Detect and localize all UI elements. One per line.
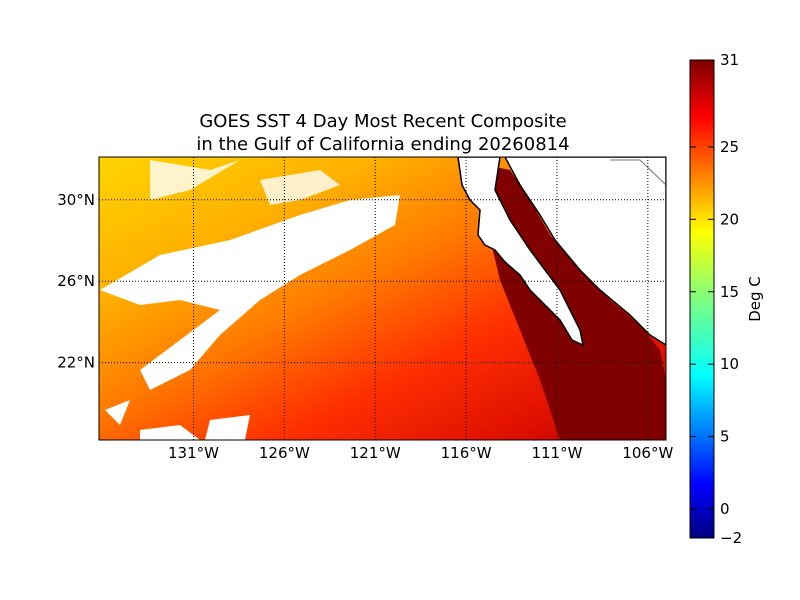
clouds xyxy=(100,160,400,440)
colorbar-tick-label: −2 xyxy=(720,529,742,547)
title-line: GOES SST 4 Day Most Recent Composite xyxy=(199,111,566,132)
colorbar-tick-label: 20 xyxy=(720,210,739,228)
lon-tick-label: 106°W xyxy=(622,444,673,462)
lon-tick-label: 121°W xyxy=(350,444,401,462)
lon-tick-label: 116°W xyxy=(441,444,492,462)
colorbar-tick-label: 10 xyxy=(720,355,739,373)
lat-tick-label: 26°N xyxy=(57,272,95,290)
colorbar-label: Deg C xyxy=(746,276,764,322)
colorbar-tick-label: 15 xyxy=(720,283,739,301)
colorbar-tick-label: 5 xyxy=(720,428,730,446)
title-line: in the Gulf of California ending 2026081… xyxy=(196,134,569,155)
border xyxy=(610,159,666,186)
lat-tick-label: 22°N xyxy=(57,354,95,372)
lon-tick-label: 131°W xyxy=(168,444,219,462)
map-frame xyxy=(98,156,667,441)
colorbar xyxy=(689,59,715,539)
colorbar-tick-label: 25 xyxy=(720,138,739,156)
colorbar-tick-label: 31 xyxy=(720,51,739,69)
baja-land xyxy=(457,157,585,347)
colorbar-tick-label: 0 xyxy=(720,500,730,518)
lat-tick-label: 30°N xyxy=(57,191,95,209)
gulf xyxy=(482,165,666,440)
lon-tick-label: 126°W xyxy=(259,444,310,462)
mainland xyxy=(504,157,666,346)
lon-tick-label: 111°W xyxy=(531,444,582,462)
sst-field xyxy=(99,157,666,440)
